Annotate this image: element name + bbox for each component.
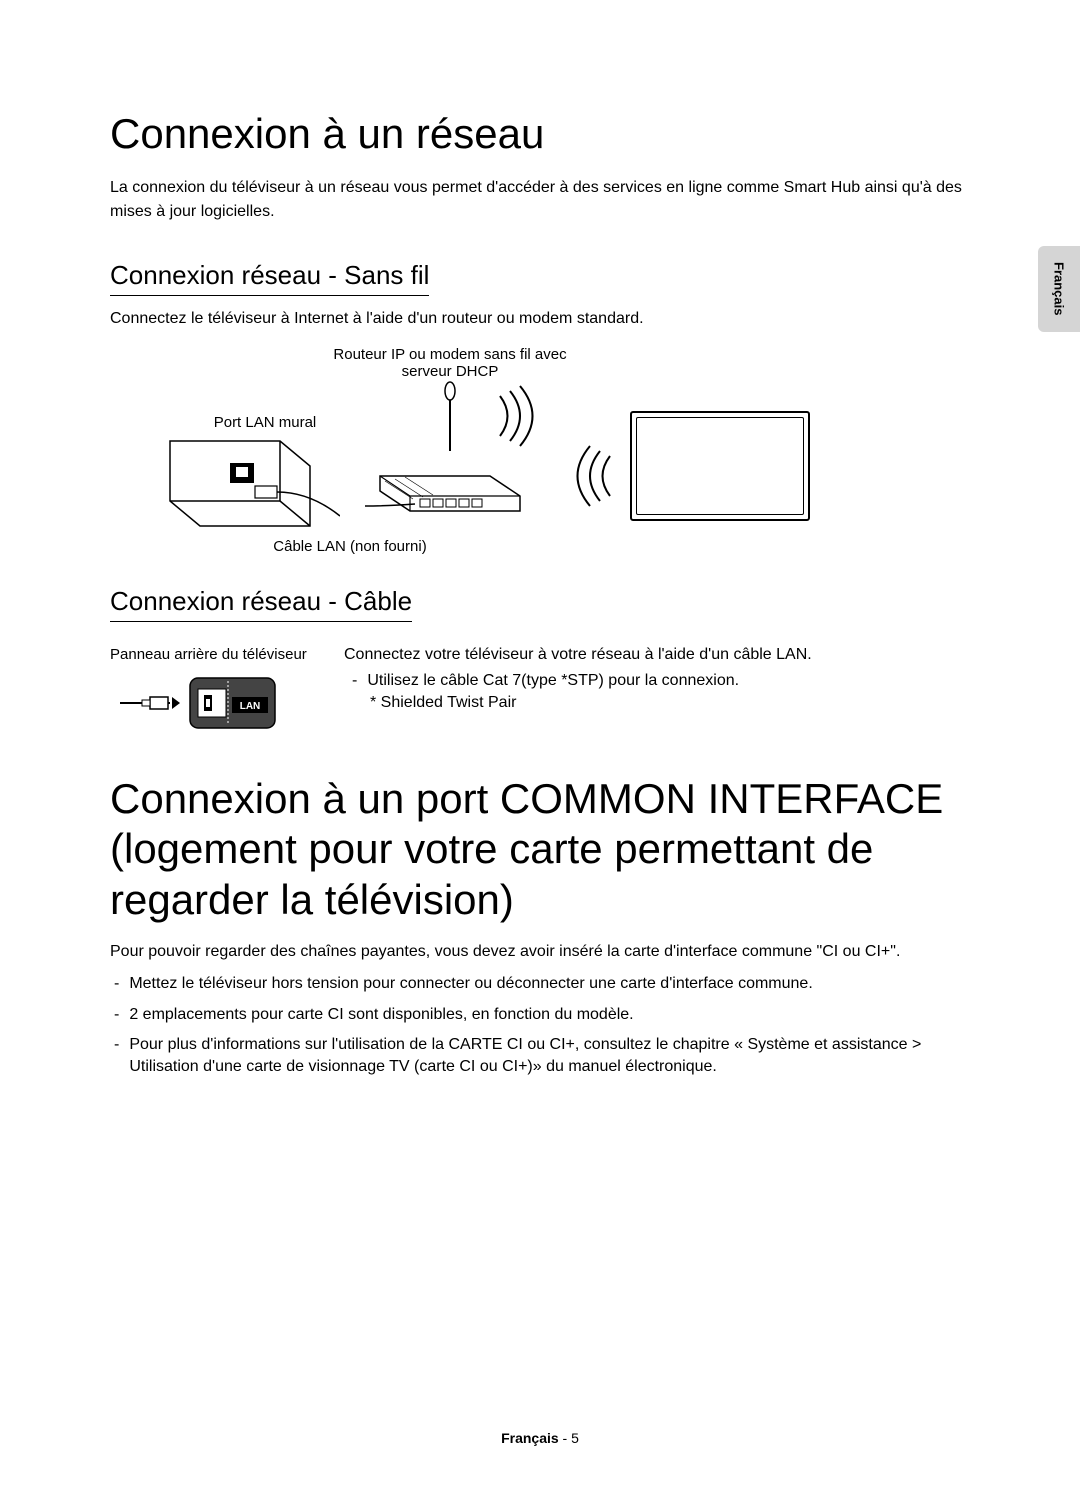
wired-bullet: - Utilisez le câble Cat 7(type *STP) pou… bbox=[352, 672, 980, 690]
footer-page-number: 5 bbox=[571, 1430, 579, 1446]
footer-separator: - bbox=[559, 1430, 571, 1446]
ci-bullet-3: - Pour plus d'informations sur l'utilisa… bbox=[114, 1034, 980, 1079]
intro-text: La connexion du téléviseur à un réseau v… bbox=[110, 176, 980, 224]
page-footer: Français - 5 bbox=[0, 1430, 1080, 1446]
panel-caption: Panneau arrière du téléviseur bbox=[110, 646, 320, 663]
footer-language: Français bbox=[501, 1430, 559, 1446]
page-content: Connexion à un réseau La connexion du té… bbox=[0, 0, 1080, 1147]
router-label: Routeur IP ou modem sans fil avec serveu… bbox=[320, 346, 580, 380]
wall-port-icon bbox=[160, 431, 340, 531]
ci-bullet-list: - Mettez le téléviseur hors tension pour… bbox=[110, 973, 980, 1079]
wifi-out-icon bbox=[495, 381, 555, 451]
cable-label: Câble LAN (non fourni) bbox=[250, 538, 450, 555]
ci-bullet-2-text: 2 emplacements pour carte CI sont dispon… bbox=[129, 1004, 633, 1026]
ci-bullet-3-text: Pour plus d'informations sur l'utilisati… bbox=[129, 1034, 980, 1079]
wired-bullet-text: Utilisez le câble Cat 7(type *STP) pour … bbox=[367, 672, 739, 690]
ci-bullet-1: - Mettez le téléviseur hors tension pour… bbox=[114, 973, 980, 995]
panel-block: Panneau arrière du téléviseur LAN bbox=[110, 646, 320, 738]
heading-common-interface: Connexion à un port COMMON INTERFACE (lo… bbox=[110, 774, 980, 925]
heading-wired: Connexion réseau - Câble bbox=[110, 586, 412, 622]
wireless-subtext: Connectez le téléviseur à Internet à l'a… bbox=[110, 310, 980, 328]
ci-bullet-1-text: Mettez le téléviseur hors tension pour c… bbox=[129, 973, 812, 995]
ci-intro: Pour pouvoir regarder des chaînes payant… bbox=[110, 943, 980, 961]
wired-text-block: Connectez votre téléviseur à votre résea… bbox=[344, 646, 980, 712]
bullet-dash: - bbox=[352, 672, 357, 690]
lan-port-icon: LAN bbox=[120, 673, 280, 733]
wired-intro: Connectez votre téléviseur à votre résea… bbox=[344, 646, 980, 664]
wifi-in-icon bbox=[555, 441, 615, 511]
wireless-diagram: Routeur IP ou modem sans fil avec serveu… bbox=[140, 346, 840, 566]
tv-icon bbox=[630, 411, 810, 521]
wired-section: Connexion réseau - Câble Panneau arrière… bbox=[110, 586, 980, 738]
ci-bullet-2: - 2 emplacements pour carte CI sont disp… bbox=[114, 1004, 980, 1026]
port-label: Port LAN mural bbox=[190, 414, 340, 431]
heading-wireless: Connexion réseau - Sans fil bbox=[110, 260, 429, 296]
stp-note: * Shielded Twist Pair bbox=[370, 694, 980, 712]
heading-network: Connexion à un réseau bbox=[110, 110, 980, 158]
lan-label: LAN bbox=[240, 701, 261, 712]
